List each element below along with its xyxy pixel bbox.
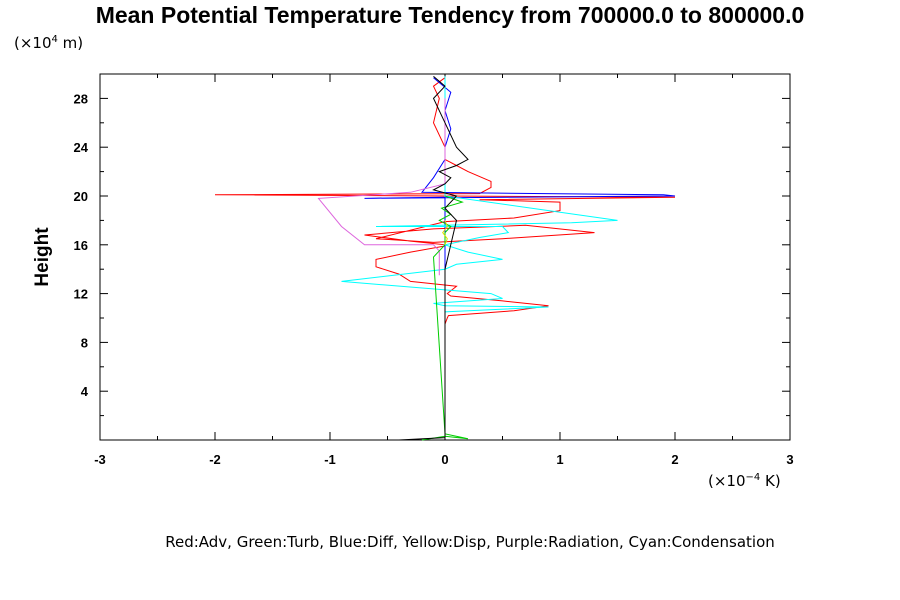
x-tick-label: -2: [209, 452, 221, 467]
x-tick-label: 0: [441, 452, 448, 467]
y-tick-label: 28: [74, 91, 88, 106]
x-tick-label: 2: [671, 452, 678, 467]
y-tick-label: 4: [81, 384, 89, 399]
y-scale-label: (×104 m): [14, 34, 84, 52]
x-tick-label: -3: [94, 452, 106, 467]
legend-text: Red:Adv, Green:Turb, Blue:Diff, Yellow:D…: [165, 533, 775, 551]
y-tick-label: 12: [74, 287, 88, 302]
chart-title: Mean Potential Temperature Tendency from…: [95, 2, 805, 28]
x-scale-label: (×10−4 K): [708, 472, 781, 490]
y-tick-label: 8: [81, 335, 88, 350]
y-tick-label: 20: [74, 189, 88, 204]
y-tick-label: 16: [74, 238, 88, 253]
x-tick-label: 3: [786, 452, 793, 467]
series-line-total: [398, 76, 469, 441]
series-line-turb: [421, 195, 469, 441]
series-line-disp: [442, 220, 448, 245]
x-tick-label: -1: [324, 452, 336, 467]
series-line-cyan: [341, 76, 618, 438]
y-tick-label: 24: [74, 140, 89, 155]
series-line-adv: [214, 77, 676, 355]
x-tick-label: 1: [556, 452, 563, 467]
series-line-radiation: [317, 98, 446, 276]
y-axis-label: Height: [32, 227, 53, 287]
